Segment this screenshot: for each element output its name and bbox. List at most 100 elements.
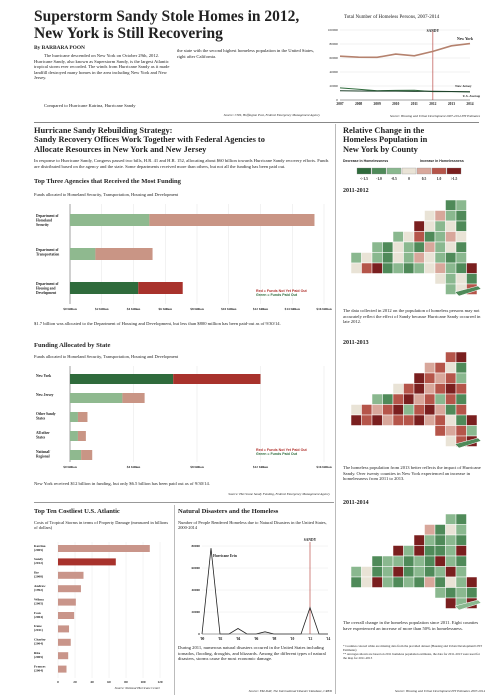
county bbox=[434, 534, 446, 546]
county bbox=[434, 425, 446, 437]
county bbox=[371, 566, 383, 578]
byline: By BARBARA POON bbox=[34, 45, 85, 51]
bar-category-label: New Jersey bbox=[36, 393, 54, 397]
county bbox=[434, 273, 446, 285]
county bbox=[434, 241, 446, 253]
x-tick-label: 100 bbox=[140, 680, 145, 684]
storm-bar bbox=[58, 571, 84, 579]
county bbox=[403, 545, 415, 557]
county bbox=[403, 252, 415, 264]
county bbox=[361, 404, 373, 416]
county bbox=[445, 210, 457, 222]
county bbox=[413, 372, 425, 384]
county bbox=[424, 404, 436, 416]
county bbox=[403, 414, 415, 426]
storm-bar bbox=[58, 545, 150, 552]
county bbox=[413, 414, 425, 426]
county bbox=[455, 404, 467, 416]
county bbox=[445, 273, 457, 285]
series-line-u-s-average bbox=[339, 90, 471, 93]
x-tick-label: 40 bbox=[90, 680, 94, 684]
map-period-2: 2011-2013 bbox=[343, 340, 369, 346]
storm-label: Frances (2004) bbox=[34, 664, 46, 672]
county bbox=[413, 404, 425, 416]
bar-unpaid bbox=[173, 374, 261, 384]
ny-map-2011-2013 bbox=[350, 351, 482, 449]
county bbox=[371, 262, 383, 274]
storm-label: Ivan (2004) bbox=[34, 611, 43, 619]
county bbox=[445, 404, 457, 416]
bar-unpaid bbox=[95, 248, 153, 260]
county bbox=[413, 262, 425, 274]
county bbox=[445, 545, 457, 557]
county bbox=[424, 241, 436, 253]
county bbox=[455, 414, 467, 426]
legend-swatch bbox=[386, 167, 402, 175]
x-tick-label: 2010 bbox=[392, 102, 399, 106]
county bbox=[413, 220, 425, 232]
county bbox=[466, 414, 478, 426]
y-tick-label: 80000 bbox=[192, 544, 201, 548]
map-panel-heading: Relative Change in the Homeless Populati… bbox=[343, 126, 483, 154]
rebuild-heading: Hurricane Sandy Rebuilding Strategy: San… bbox=[34, 126, 334, 154]
y-tick-label: 60000 bbox=[192, 566, 201, 570]
states-source: Source: Hurricane Sandy Funding, Federal… bbox=[228, 492, 330, 496]
x-tick-label: $16 billion bbox=[316, 465, 331, 469]
x-tick-label: $0 billion bbox=[63, 307, 77, 311]
county bbox=[413, 534, 425, 546]
storms-title: Top Ten Costliest U.S. Atlantic bbox=[34, 508, 120, 515]
county bbox=[445, 513, 457, 525]
county bbox=[424, 262, 436, 274]
legend-swatch bbox=[416, 167, 432, 175]
county bbox=[466, 273, 478, 285]
x-tick-label: 2011 bbox=[411, 102, 418, 106]
legend-swatch bbox=[446, 167, 462, 175]
bar-unpaid bbox=[149, 214, 315, 226]
disasters-line bbox=[201, 548, 328, 635]
county bbox=[371, 393, 383, 405]
county bbox=[434, 545, 446, 557]
long-island-county bbox=[454, 599, 482, 611]
county bbox=[392, 383, 404, 395]
county bbox=[445, 524, 457, 536]
county bbox=[403, 404, 415, 416]
county bbox=[424, 524, 436, 536]
map-legend-decrease: Decrease in Homelessness bbox=[343, 159, 389, 163]
x-tick-label: '06 bbox=[254, 637, 259, 641]
bar-category-label: National/Regional bbox=[36, 450, 51, 458]
county bbox=[445, 362, 457, 374]
county bbox=[413, 393, 425, 405]
county bbox=[455, 262, 467, 274]
county bbox=[424, 576, 436, 588]
county bbox=[434, 555, 446, 567]
x-tick-label: 2013 bbox=[448, 102, 455, 106]
y-tick-label: 40000 bbox=[330, 70, 339, 74]
county bbox=[403, 262, 415, 274]
y-tick-label: 80000 bbox=[330, 42, 339, 46]
county bbox=[455, 545, 467, 557]
county bbox=[371, 404, 383, 416]
county bbox=[350, 566, 362, 578]
y-tick-label: 100000 bbox=[328, 28, 338, 32]
bar-paid bbox=[70, 248, 96, 260]
county bbox=[455, 555, 467, 567]
county bbox=[445, 252, 457, 264]
county bbox=[445, 262, 457, 274]
intro-source: Source: CNN, Huffington Post, Federal Em… bbox=[223, 113, 320, 117]
rebuild-heading-3: Allocate Resources in New York and New J… bbox=[34, 144, 207, 154]
legend-swatch bbox=[401, 167, 417, 175]
county bbox=[413, 545, 425, 557]
legend-swatch bbox=[356, 167, 372, 175]
county bbox=[455, 210, 467, 222]
county bbox=[434, 404, 446, 416]
county bbox=[392, 576, 404, 588]
county bbox=[392, 545, 404, 557]
homeless-chart-title: Total Number of Homeless Persons, 2007-2… bbox=[344, 15, 440, 20]
county bbox=[434, 231, 446, 243]
county bbox=[413, 231, 425, 243]
county bbox=[392, 555, 404, 567]
bar-category-label: Department of Housing and Development bbox=[36, 282, 59, 295]
map-legend-increase: Increase in Homelessness bbox=[420, 159, 464, 163]
x-tick-label: '04 bbox=[236, 637, 241, 641]
county bbox=[350, 404, 362, 416]
